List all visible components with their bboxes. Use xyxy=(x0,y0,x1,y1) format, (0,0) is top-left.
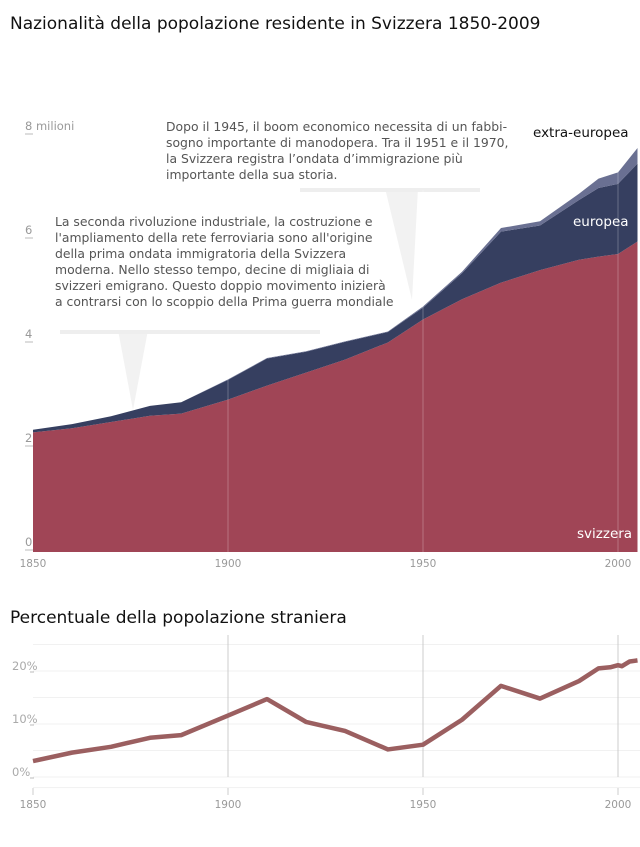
annotation-box xyxy=(160,108,500,188)
x-tick-label: 2000 xyxy=(605,558,632,570)
x-tick-label: 1950 xyxy=(410,558,437,570)
callout-pointer xyxy=(385,188,470,300)
percent-chart-title: Percentuale della popolazione straniera xyxy=(10,608,347,628)
y-tick-label: 0 xyxy=(25,535,32,549)
x-tick-label: 1950 xyxy=(410,799,437,811)
y-tick-label: 20% xyxy=(12,659,38,673)
x-tick-label: 1900 xyxy=(215,799,242,811)
x-tick-label: 2000 xyxy=(605,799,632,811)
annotation-box xyxy=(48,205,368,330)
x-tick-label: 1850 xyxy=(20,799,47,811)
y-tick-label: 0% xyxy=(12,765,30,779)
main-chart-title: Nazionalità della popolazione residente … xyxy=(10,14,541,34)
y-tick-label: 2 xyxy=(25,431,32,445)
x-tick-label: 1850 xyxy=(20,558,47,570)
x-tick-label: 1900 xyxy=(215,558,242,570)
y-tick-label: 8 milioni xyxy=(25,119,74,133)
legend-europea: europea xyxy=(573,214,629,230)
annotation-industrial: La seconda rivoluzione industriale, la c… xyxy=(55,214,394,309)
area-svizzera xyxy=(33,241,638,552)
legend-svizzera: svizzera xyxy=(577,526,633,542)
line-foreign-percent xyxy=(32,658,638,764)
legend-extra-europea: extra-europea xyxy=(533,125,629,141)
y-tick-label: 10% xyxy=(12,712,38,726)
y-tick-label: 6 xyxy=(25,223,32,237)
annotation-postwar: Dopo il 1945, il boom economico necessit… xyxy=(166,119,509,182)
y-tick-label: 4 xyxy=(25,327,32,341)
callout-pointer xyxy=(118,330,160,410)
